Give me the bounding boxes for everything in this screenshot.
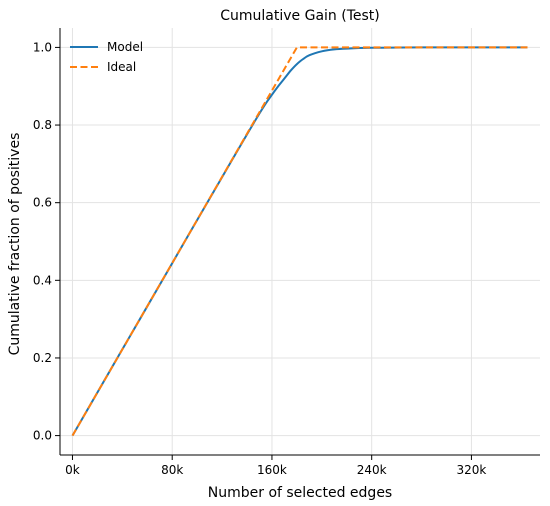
legend-label: Model: [107, 40, 143, 54]
axes: [59, 28, 540, 456]
x-axis-label: Number of selected edges: [208, 485, 392, 501]
legend-label: Ideal: [107, 60, 136, 74]
legend: Model Ideal: [70, 40, 143, 74]
y-tick-label: 0.2: [33, 351, 52, 365]
series-line-model: [71, 46, 528, 437]
series-line-ideal: [71, 46, 528, 437]
y-axis-label: Cumulative fraction of positives: [7, 133, 23, 356]
y-tick-label: 0.6: [33, 196, 52, 210]
y-tick-label: 0.8: [33, 118, 52, 132]
grid: [60, 28, 540, 455]
x-tick-label: 0k: [65, 463, 80, 477]
y-tick-label: 0.4: [33, 273, 52, 287]
y-ticks: 0.0 0.2 0.4 0.6 0.8 1.0: [33, 40, 60, 443]
chart-title: Cumulative Gain (Test): [220, 8, 380, 24]
y-tick-label: 1.0: [33, 40, 52, 54]
x-ticks: 0k 80k 160k 240k 320k: [65, 455, 486, 477]
x-tick-label: 80k: [161, 463, 183, 477]
x-tick-label: 240k: [357, 463, 387, 477]
y-tick-label: 0.0: [33, 429, 52, 443]
series-layer: [71, 46, 528, 437]
x-tick-label: 160k: [257, 463, 287, 477]
x-tick-label: 320k: [456, 463, 486, 477]
